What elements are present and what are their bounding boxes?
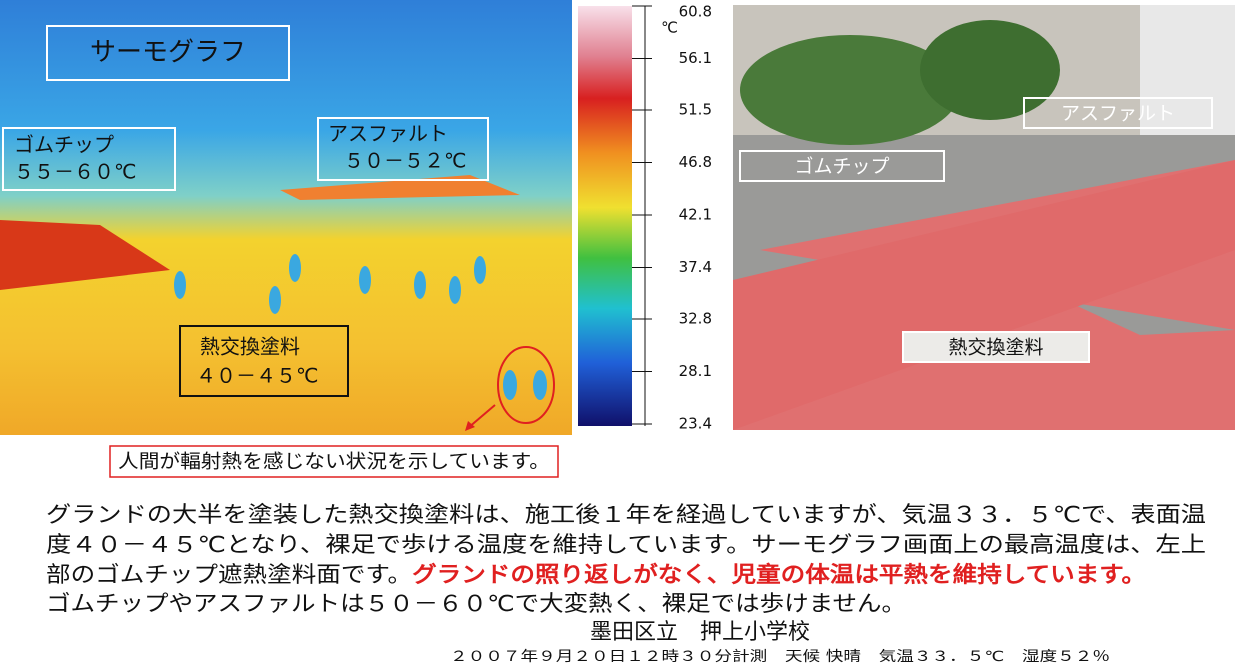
photo: アスファルト ゴムチップ 熱交換塗料	[733, 5, 1235, 430]
highlight-text: グランドの照り返しがなく、児童の体温は平熱を維持しています。	[412, 562, 1146, 588]
label-temp: ５０－５２℃	[344, 149, 466, 173]
body-line: ゴムチップやアスファルトは５０－６０℃で大変熱く、裸足では歩けません。	[46, 592, 906, 617]
label-box	[317, 117, 489, 181]
photo-track	[733, 160, 1235, 430]
label-name: アスファルト	[328, 122, 448, 146]
color-bar	[578, 6, 632, 426]
scale-unit: ℃	[661, 19, 678, 37]
label-temp: ４０－４５℃	[196, 364, 318, 388]
school: 墨田区立 押上小学校	[590, 620, 810, 645]
scale-tick-label: 23.4	[679, 415, 712, 433]
body-line: グランドの大半を塗装した熱交換塗料は、施工後１年を経過していますが、気温３３．５…	[46, 503, 1206, 528]
label-box	[1023, 97, 1213, 129]
label-box	[2, 127, 176, 191]
scale-tick-label: 60.8	[679, 3, 712, 21]
figures	[174, 254, 547, 400]
caption-box	[109, 445, 559, 478]
label-name: ゴムチップ	[14, 133, 114, 157]
thermograph: サーモグラフ ゴムチップ ５５－６０℃ アスファルト ５０－５２℃ 熱交換塗料 …	[0, 0, 572, 435]
footer: ２００７年９月２０日１２時３０分計測 天候 快晴 気温３３．５℃ 湿度５２％	[450, 649, 1110, 665]
highlight-circle	[497, 346, 555, 424]
label-box	[902, 331, 1090, 363]
scale-tick-label: 46.8	[679, 153, 712, 171]
scale-tick-label: 32.8	[679, 309, 712, 327]
photo-trees	[920, 20, 1060, 120]
hot-area	[0, 220, 170, 290]
hot-area	[280, 175, 520, 200]
scale-tick-label: 51.5	[679, 100, 712, 118]
photo-building	[1140, 5, 1235, 135]
thermo-title: サーモグラフ	[90, 38, 246, 68]
label-box	[179, 325, 349, 397]
color-scale: ℃ 60.8 56.1 51.5 46.8 42.1 37.4 32.8 28.1 23.4	[578, 3, 712, 433]
arrow	[467, 404, 496, 429]
arrowhead	[465, 421, 475, 431]
label-box	[739, 150, 945, 182]
photo-trees	[740, 35, 960, 145]
photo-label: 熱交換塗料	[948, 336, 1043, 359]
caption: 人間が輻射熱を感じない状況を示しています。	[118, 451, 550, 473]
label-temp: ５５－６０℃	[14, 160, 136, 184]
photo-label: ゴムチップ	[794, 156, 889, 178]
scale-tick-label: 28.1	[679, 362, 712, 380]
scale-tick-label: 56.1	[679, 49, 712, 67]
thermal-image	[0, 0, 572, 435]
body-line: 部のゴムチップ遮熱塗料面です。 グランドの照り返しがなく、児童の体温は平熱を維持し…	[46, 562, 1146, 588]
photo-label: アスファルト	[1061, 103, 1175, 125]
body-line: 度４０－４５℃となり、裸足で歩ける温度を維持しています。サーモグラフ画面上の最高…	[46, 533, 1206, 558]
label-box	[46, 25, 290, 81]
label-name: 熱交換塗料	[200, 335, 300, 359]
body-text: 部のゴムチップ遮熱塗料面です。	[46, 563, 412, 588]
scale-tick-label: 42.1	[679, 206, 712, 224]
scale-tick-label: 37.4	[679, 258, 712, 276]
